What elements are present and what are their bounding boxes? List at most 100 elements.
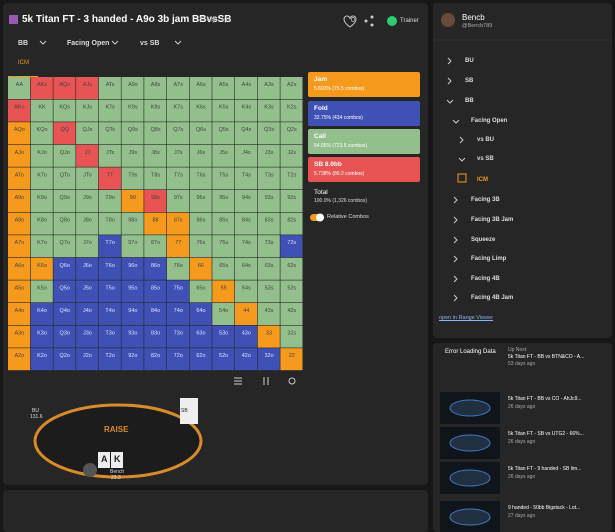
trainer-button[interactable]: Trainer bbox=[400, 18, 419, 24]
hand-label: J6o bbox=[83, 263, 92, 269]
hand-label: Q5s bbox=[219, 127, 229, 133]
tree-item[interactable]: BU bbox=[465, 58, 474, 64]
hand-cell bbox=[8, 122, 31, 145]
hand-cell bbox=[30, 280, 53, 303]
hand-cell bbox=[144, 325, 167, 348]
hand-label: A3o bbox=[14, 331, 24, 337]
hand-cell bbox=[257, 144, 280, 167]
hand-label: 76o bbox=[174, 263, 183, 269]
heart-icon[interactable] bbox=[343, 15, 357, 28]
tree-item[interactable]: Facing Open bbox=[471, 118, 508, 124]
hand-label: 83s bbox=[265, 218, 274, 224]
hand-cell bbox=[189, 144, 212, 167]
seat-name: BU bbox=[32, 408, 39, 414]
hand-cell bbox=[212, 212, 235, 235]
thumb-table bbox=[449, 434, 491, 452]
hand-label: J7s bbox=[174, 150, 183, 156]
tree-item[interactable]: vs BU bbox=[477, 137, 495, 143]
hand-label: 97s bbox=[174, 195, 183, 201]
list-icon[interactable] bbox=[234, 377, 242, 385]
sort-icon[interactable] bbox=[263, 377, 269, 385]
hand-cell bbox=[257, 257, 280, 280]
hand-cell bbox=[212, 235, 235, 258]
hand-label: Q3o bbox=[60, 331, 70, 337]
tree-chevron bbox=[453, 196, 458, 204]
hand-label: T5s bbox=[219, 172, 228, 178]
icm-icon bbox=[457, 173, 467, 183]
tree-chevron bbox=[453, 294, 458, 302]
hand-label: A2o bbox=[14, 353, 24, 359]
hand-cell bbox=[144, 167, 167, 190]
hand-cell bbox=[235, 99, 258, 122]
toolbar bbox=[234, 377, 296, 385]
hand-cell bbox=[30, 122, 53, 145]
hand-cell bbox=[257, 190, 280, 212]
hand-cell bbox=[189, 99, 212, 122]
hand-cell bbox=[257, 212, 280, 235]
hand-label: 93s bbox=[265, 195, 274, 201]
hand-label: K7o bbox=[37, 240, 47, 246]
tree-item[interactable]: Facing 3B bbox=[471, 197, 500, 203]
hand-cell bbox=[53, 99, 76, 122]
hand-cell bbox=[166, 190, 189, 212]
next-title: 5k Titan FT - BB vs BTN&CO - A... bbox=[508, 354, 585, 360]
hand-label: 85s bbox=[219, 218, 228, 224]
video-title[interactable]: 5k Titan FT - SB vs UTG2 - 66%... bbox=[508, 431, 584, 437]
hand-cell bbox=[189, 257, 212, 280]
tree-item[interactable]: Squeeze bbox=[471, 237, 496, 243]
hand-cell bbox=[189, 303, 212, 325]
range-link[interactable]: open in Range Viewer bbox=[439, 315, 494, 321]
hand-label: AJo bbox=[15, 150, 24, 156]
dropdown-chevron bbox=[111, 40, 119, 45]
hand-label: 52s bbox=[287, 285, 296, 291]
tree-chevron bbox=[453, 216, 458, 224]
hand-cell bbox=[189, 77, 212, 99]
filter-dropdown[interactable]: BB bbox=[18, 40, 29, 47]
tree-item[interactable]: ICM bbox=[477, 177, 488, 183]
hand-label: 62o bbox=[196, 353, 205, 359]
hand-label: K5o bbox=[37, 285, 47, 291]
hand-cell bbox=[76, 235, 99, 258]
hand-label: Q7s bbox=[173, 127, 183, 133]
hand-label: A4o bbox=[14, 308, 24, 314]
hand-label: 96o bbox=[128, 263, 137, 269]
filter-dropdown[interactable]: Facing Open bbox=[67, 40, 110, 47]
video-title[interactable]: 5k Titan FT - 9 handed - SB lim... bbox=[508, 466, 582, 472]
hand-label: T6o bbox=[105, 263, 114, 269]
tree-item[interactable]: Facing 4B bbox=[471, 276, 500, 282]
hand-cell bbox=[121, 325, 144, 348]
filter-dropdown[interactable]: vs SB bbox=[140, 40, 160, 47]
tree-item[interactable]: Facing Limp bbox=[471, 256, 507, 262]
total-label: Total bbox=[314, 189, 328, 196]
legend-box bbox=[308, 101, 420, 126]
video-age: 26 days ago bbox=[508, 439, 536, 445]
share-icon[interactable] bbox=[364, 15, 374, 27]
hand-label: 83o bbox=[151, 331, 160, 337]
tab[interactable]: ICM bbox=[18, 60, 29, 66]
hand-label: A9s bbox=[128, 82, 138, 88]
hand-cell bbox=[76, 257, 99, 280]
video-title[interactable]: 5k Titan FT - BB vs CO - AhJc9... bbox=[508, 396, 582, 402]
hand-label: A7o bbox=[14, 240, 24, 246]
hole-card: K bbox=[114, 454, 121, 464]
hand-label: JTs bbox=[106, 150, 115, 156]
tree-item[interactable]: SB bbox=[465, 78, 474, 84]
hand-label: K3o bbox=[37, 331, 47, 337]
tree-item[interactable]: vs SB bbox=[477, 156, 494, 162]
tree-chevron bbox=[447, 57, 452, 65]
age: 27 days ago bbox=[198, 17, 231, 23]
tree-item[interactable]: Facing 4B Jam bbox=[471, 295, 514, 301]
video-title[interactable]: 9 handed - 50bb Bigstack - Lot... bbox=[508, 505, 581, 511]
course-icon bbox=[9, 15, 18, 24]
hand-cell bbox=[280, 280, 303, 303]
tree-item[interactable]: Facing 3B Jam bbox=[471, 217, 514, 223]
video-age: 27 days ago bbox=[508, 513, 536, 519]
hand-cell bbox=[212, 77, 235, 99]
trainer-icon[interactable] bbox=[387, 16, 397, 26]
hand-cell bbox=[212, 280, 235, 303]
hand-cell bbox=[8, 280, 31, 303]
hand-cell bbox=[76, 348, 99, 371]
tree-item[interactable]: BB bbox=[465, 98, 474, 104]
hand-label: Q3s bbox=[264, 127, 274, 133]
palette-icon[interactable] bbox=[288, 377, 296, 385]
